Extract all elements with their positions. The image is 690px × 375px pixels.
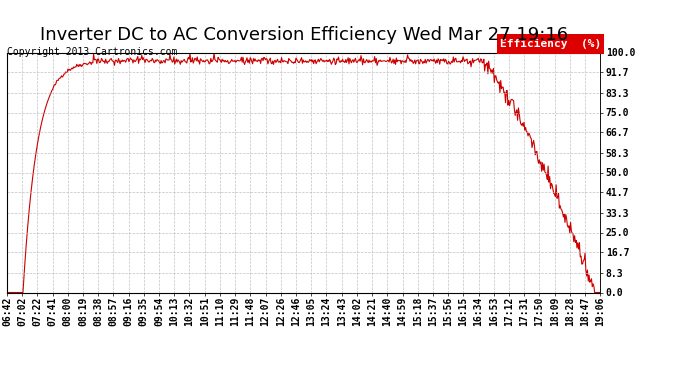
Text: Inverter DC to AC Conversion Efficiency Wed Mar 27 19:16: Inverter DC to AC Conversion Efficiency … bbox=[39, 26, 568, 44]
Text: Copyright 2013 Cartronics.com: Copyright 2013 Cartronics.com bbox=[7, 47, 177, 57]
Text: Efficiency  (%): Efficiency (%) bbox=[500, 39, 601, 49]
